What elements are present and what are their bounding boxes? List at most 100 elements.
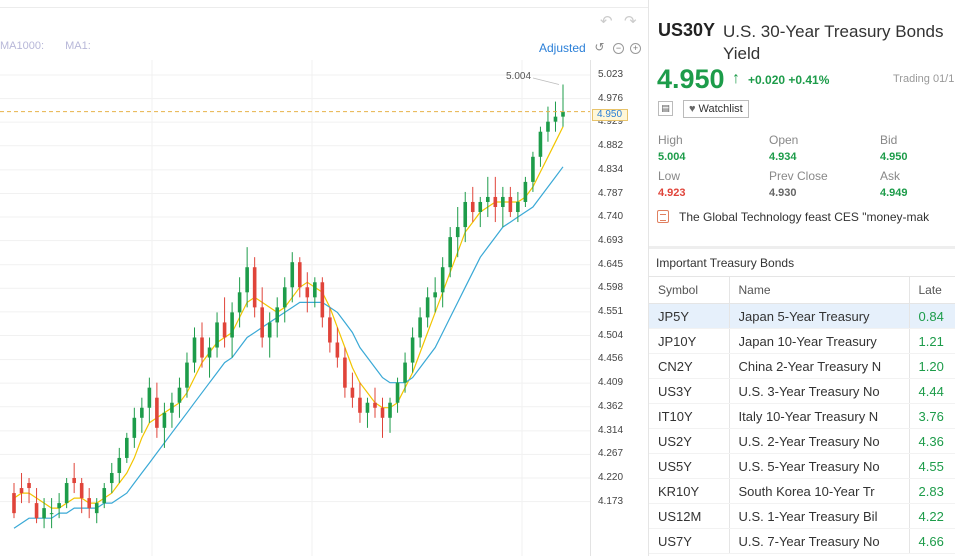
bond-name-text: U.S. 7-Year Treasury No — [738, 533, 880, 549]
chart-pane[interactable]: MA1000: MA1: ↶ ↷ Adjusted ↺ − + 5.023 4.9… — [0, 0, 648, 556]
bond-name: Japan 5-Year Treasuryi — [728, 303, 909, 329]
candle-body — [365, 402, 370, 413]
undo-icon[interactable]: ↶ — [600, 13, 613, 30]
candle-body — [140, 407, 144, 418]
column-header-symbol[interactable]: Symbol — [649, 276, 729, 304]
candle-body — [282, 287, 287, 308]
news-ticker[interactable]: The Global Technology feast CES "money-m… — [657, 210, 955, 236]
candle-body — [72, 478, 76, 484]
bond-name-text: U.S. 5-Year Treasury No — [738, 458, 880, 474]
bond-latest: 4.55 — [908, 453, 955, 479]
zoom-out-icon[interactable]: − — [613, 43, 624, 54]
candle-body — [245, 267, 249, 293]
candle-body — [335, 342, 340, 358]
watchlist-button[interactable]: ♥ Watchlist — [683, 100, 749, 118]
column-header-latest[interactable]: Late — [908, 276, 955, 304]
stat-ask-label: Ask — [880, 169, 901, 183]
table-header-row: Symbol Name Late — [649, 276, 955, 304]
y-tick-label: 4.787 — [598, 187, 624, 199]
table-row[interactable]: US12M U.S. 1-Year Treasury Bil 4.22 — [649, 503, 955, 529]
candle-body — [215, 322, 219, 348]
y-tick-label: 4.456 — [598, 353, 624, 365]
bond-latest: 2.83 — [908, 478, 955, 504]
table-row[interactable]: US5Y U.S. 5-Year Treasury No 4.55 — [649, 453, 955, 479]
candle-body — [297, 262, 302, 288]
candlestick-chart[interactable] — [0, 0, 648, 556]
adjusted-button[interactable]: Adjusted — [539, 41, 586, 55]
candle-body — [79, 483, 84, 499]
bond-name: China 2-Year Treasury N — [728, 353, 909, 379]
stat-prev-close-value: 4.930 — [769, 187, 797, 199]
candle-body — [546, 121, 550, 132]
reset-icon[interactable]: ↺ — [594, 40, 605, 54]
candle-body — [373, 402, 377, 408]
bond-latest: 1.21 — [908, 328, 955, 354]
bond-latest: 3.76 — [908, 403, 955, 429]
quote-symbol: US30Y — [658, 20, 716, 40]
bond-symbol: CN2Y — [649, 353, 729, 379]
stat-low-label: Low — [658, 169, 681, 183]
table-row[interactable]: JP10Y Japan 10-Year Treasury 1.21 — [649, 328, 955, 354]
candle-body — [27, 483, 31, 489]
bond-name: U.S. 7-Year Treasury No — [728, 528, 909, 554]
bonds-section-title: Important Treasury Bonds — [656, 256, 795, 270]
bond-name: Italy 10-Year Treasury N — [728, 403, 909, 429]
list-icon[interactable]: ▤ — [658, 101, 673, 116]
news-icon — [657, 210, 669, 223]
candle-body — [485, 196, 490, 202]
bond-symbol: US12M — [649, 503, 729, 529]
candle-body — [455, 227, 460, 238]
bond-name-text: U.S. 1-Year Treasury Bil — [738, 508, 878, 524]
bond-latest: 1.20 — [908, 353, 955, 379]
candle-body — [222, 322, 227, 338]
quote-name: U.S. 30-Year Treasury Bonds Yield — [723, 22, 944, 63]
news-headline[interactable]: The Global Technology feast CES "money-m… — [679, 210, 930, 224]
table-row[interactable]: KR10Y South Korea 10-Year Tr 2.83 — [649, 478, 955, 504]
table-row[interactable]: CN2Y China 2-Year Treasury N 1.20 — [649, 353, 955, 379]
candle-body — [388, 402, 392, 418]
candle-body — [177, 387, 182, 403]
candle-body — [109, 472, 114, 484]
watchlist-label: Watchlist — [698, 103, 743, 115]
table-row[interactable]: US2Y U.S. 2-Year Treasury No 4.36 — [649, 428, 955, 454]
y-tick-label: 4.834 — [598, 163, 624, 175]
table-row[interactable]: US3Y U.S. 3-Year Treasury No 4.44 — [649, 378, 955, 404]
heart-icon: ♥ — [689, 103, 696, 115]
candle-body — [117, 457, 122, 473]
stat-open-label: Open — [769, 133, 799, 147]
y-tick-label: 4.314 — [598, 424, 624, 436]
column-header-name[interactable]: Name — [728, 276, 909, 304]
candle-body — [470, 201, 475, 213]
bond-symbol: IT10Y — [649, 403, 729, 429]
candle-body — [531, 156, 535, 182]
bond-latest: 4.22 — [908, 503, 955, 529]
y-tick-label: 4.976 — [598, 92, 624, 104]
candle-body — [313, 282, 317, 298]
candle-body — [64, 483, 69, 504]
ma-label-1000: MA1000: — [0, 40, 45, 52]
redo-icon[interactable]: ↷ — [624, 13, 637, 30]
bond-name: U.S. 5-Year Treasury No — [728, 453, 909, 479]
table-row[interactable]: US7Y U.S. 7-Year Treasury No 4.66 — [649, 528, 955, 554]
candle-body — [230, 312, 234, 338]
stat-open-value: 4.934 — [769, 151, 797, 163]
candle-body — [403, 362, 407, 383]
bond-name-text: Japan 5-Year Treasury — [738, 308, 870, 324]
y-tick-label: 4.362 — [598, 400, 624, 412]
zoom-in-icon[interactable]: + — [630, 43, 641, 54]
y-tick-label: 4.551 — [598, 306, 624, 317]
table-row[interactable]: IT10Y Italy 10-Year Treasury N 3.76 — [649, 403, 955, 429]
current-price-tag: 4.950 — [592, 109, 628, 121]
y-tick-label: 4.504 — [598, 329, 624, 341]
candle-body — [147, 387, 152, 408]
candle-body — [252, 267, 257, 308]
candle-body — [418, 317, 422, 338]
candle-body — [162, 412, 167, 428]
candle-body — [440, 267, 445, 293]
bond-symbol: US3Y — [649, 378, 729, 404]
candle-body — [34, 503, 39, 519]
candle-body — [170, 402, 174, 413]
stat-bid-label: Bid — [880, 133, 898, 147]
